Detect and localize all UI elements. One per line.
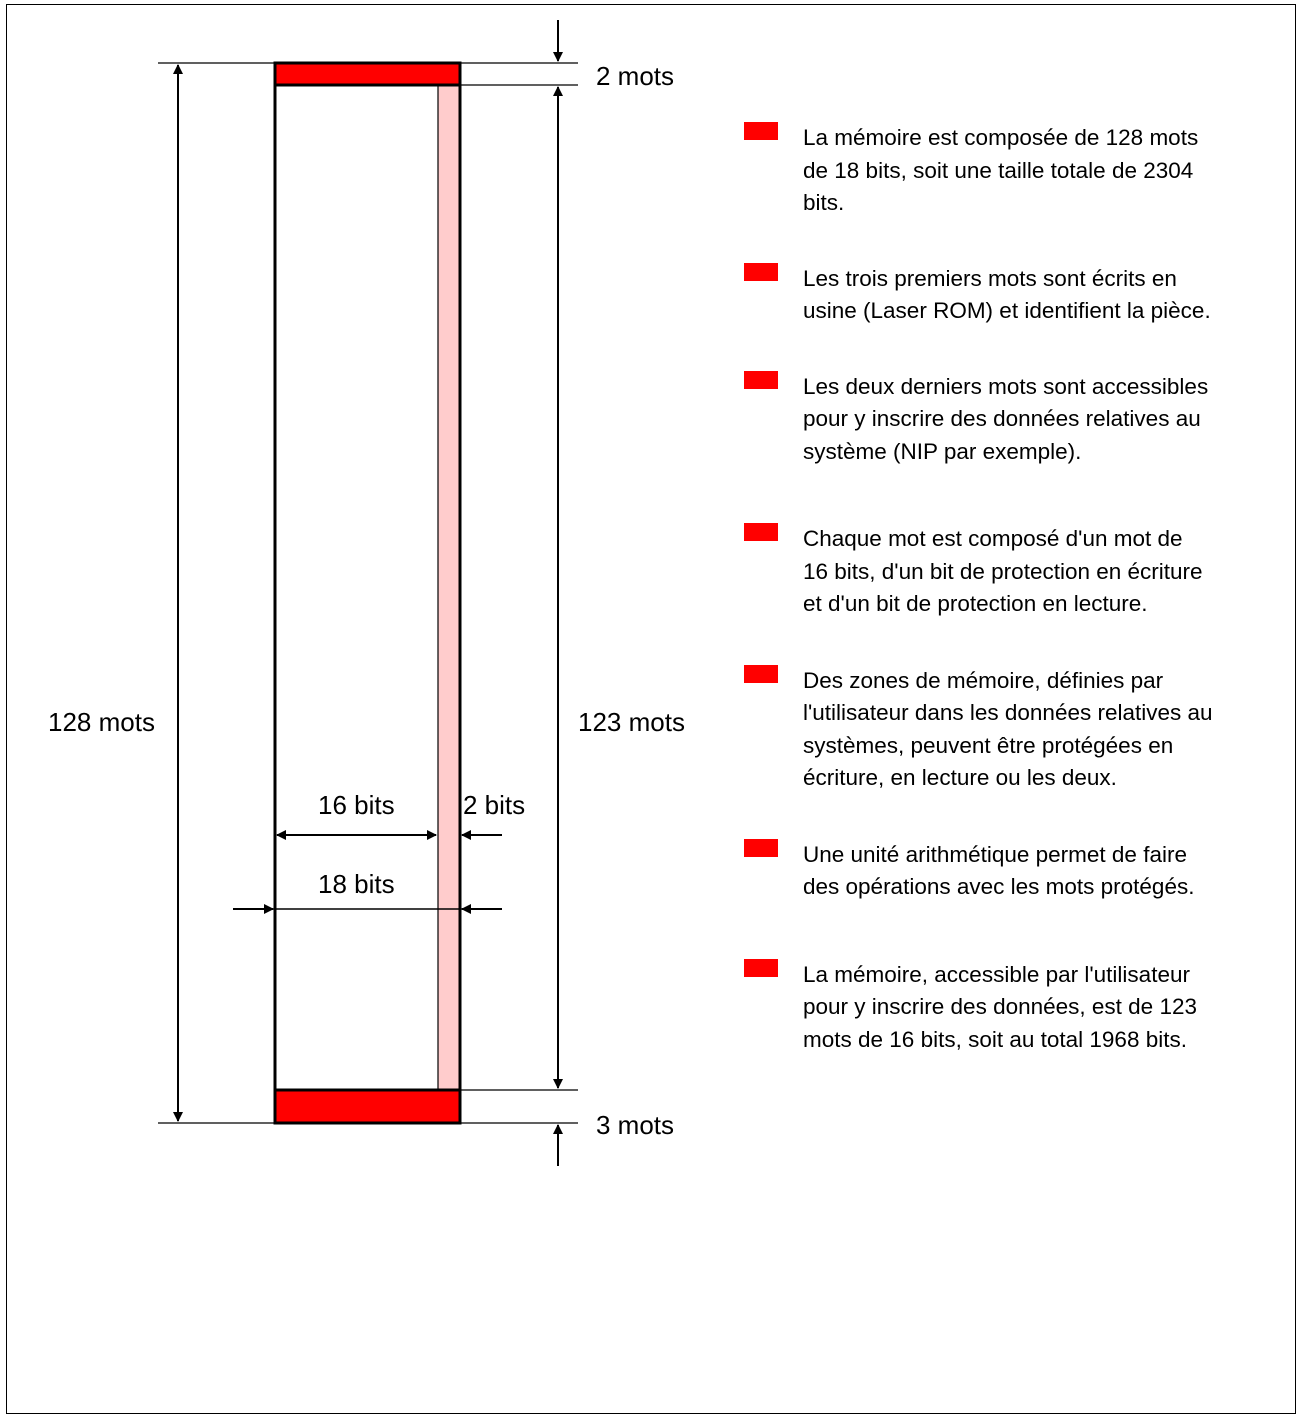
reserved-bottom-block	[275, 1090, 460, 1123]
note-item: Une unité arithmétique permet de faire d…	[744, 838, 1264, 904]
note-text: La mémoire, accessible par l'utilisateur…	[803, 961, 1197, 1052]
top-words-label: 2 mots	[596, 61, 674, 91]
red-square-bullet-icon	[744, 523, 778, 541]
note-item: Chaque mot est composé d'un mot de 16 bi…	[744, 523, 1264, 621]
notes-list: La mémoire est composée de 128 mots de 1…	[744, 122, 1264, 1056]
diagram-frame	[6, 4, 1296, 1414]
protection-bits-label: 2 bits	[463, 790, 525, 820]
word-bits-label: 18 bits	[318, 869, 395, 899]
note-item: Les deux derniers mots sont accessibles …	[744, 370, 1264, 469]
red-square-bullet-icon	[744, 262, 778, 281]
protection-bits-column	[437, 84, 461, 1091]
red-square-bullet-icon	[744, 122, 778, 140]
note-item: La mémoire, accessible par l'utilisateur…	[744, 958, 1264, 1057]
reserved-top-block	[275, 63, 460, 85]
red-square-bullet-icon	[744, 838, 778, 857]
note-text: Chaque mot est composé d'un mot de 16 bi…	[803, 526, 1203, 616]
total-words-label: 128 mots	[48, 707, 155, 737]
note-text: Des zones de mémoire, définies par l'uti…	[803, 667, 1213, 791]
bottom-words-label: 3 mots	[596, 1110, 674, 1140]
middle-words-label: 123 mots	[578, 707, 685, 737]
red-square-bullet-icon	[744, 370, 778, 389]
data-bits-label: 16 bits	[318, 790, 395, 820]
note-text: Les deux derniers mots sont accessibles …	[803, 373, 1209, 464]
note-text: Les trois premiers mots sont écrits en u…	[803, 265, 1211, 324]
note-item: Des zones de mémoire, définies par l'uti…	[744, 664, 1264, 795]
note-item: La mémoire est composée de 128 mots de 1…	[744, 122, 1264, 220]
red-square-bullet-icon	[744, 958, 778, 977]
note-text: La mémoire est composée de 128 mots de 1…	[803, 125, 1199, 215]
memory-outline	[273, 61, 462, 1125]
note-item: Les trois premiers mots sont écrits en u…	[744, 262, 1264, 328]
note-text: Une unité arithmétique permet de faire d…	[803, 841, 1195, 900]
red-square-bullet-icon	[744, 664, 778, 683]
